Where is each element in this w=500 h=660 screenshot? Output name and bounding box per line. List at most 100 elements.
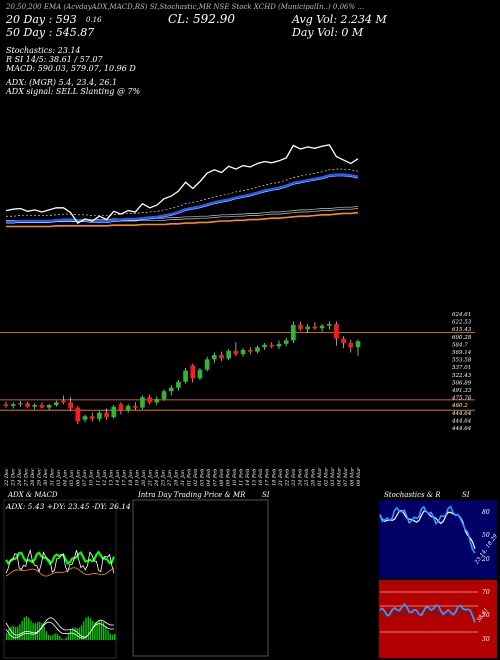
date-tick: 15 Feb [252, 469, 258, 486]
candle-body [197, 369, 203, 379]
candle-body [75, 407, 81, 422]
date-tick: 17 Jan [121, 470, 127, 486]
candle-body [118, 404, 124, 411]
intraday-title: Intra Day Trading Price & MR [138, 491, 246, 499]
candle [53, 400, 59, 407]
date-axis: 22 Dec 23 Dec 24 Dec 27 Dec 28 Dec 29 Dec 30 D… [4, 467, 362, 487]
minus-di-line [5, 548, 115, 574]
candle-body [97, 412, 102, 419]
candle-body [204, 359, 210, 370]
candle-body [140, 397, 145, 408]
candle [233, 342, 239, 356]
macd-bar [63, 639, 65, 640]
macd-signal-line [5, 621, 115, 639]
price-tick: 600.28 [452, 335, 472, 341]
date-tick: 10 Jan [89, 470, 95, 486]
macd-bar [56, 633, 59, 640]
intraday-panel [132, 499, 269, 657]
candle [82, 414, 88, 423]
date-tick: 29 Dec [37, 468, 43, 487]
candle [319, 324, 325, 332]
candle [39, 402, 45, 409]
ema20-tail: 0.16 [86, 16, 102, 24]
candle-body [111, 406, 117, 418]
date-tick: 24 Dec [17, 468, 23, 487]
date-tick: 05 Jan [69, 470, 75, 486]
candle-body [219, 355, 224, 359]
macd-bar [30, 620, 32, 640]
candle [312, 322, 318, 331]
candle-body [326, 324, 332, 326]
date-tick: 25 Jan [160, 470, 166, 487]
ema20-readout: 20 Day : 593 [6, 13, 77, 26]
candle [132, 402, 138, 411]
macd-bar [65, 637, 67, 640]
date-tick: 03 Jan [56, 470, 62, 486]
candle [247, 347, 253, 355]
macd-bar [94, 622, 96, 640]
candle-body [183, 370, 188, 382]
rsi-readout: R SI 14/5: 38.61 / 57.07 [6, 55, 103, 64]
adx-line [5, 567, 115, 577]
candle [348, 339, 354, 353]
candle-body [68, 402, 73, 409]
candle-body [341, 338, 346, 343]
candle [147, 394, 153, 405]
candle-body [240, 349, 246, 355]
candle-body [161, 391, 167, 399]
ema100-line-a [6, 208, 359, 223]
adx-panel-title: ADX & MACD [8, 491, 58, 499]
date-tick: 04 Jan [63, 470, 69, 486]
price-tick: 491.33 [451, 388, 472, 394]
candle [341, 336, 346, 349]
candle-body [255, 347, 260, 352]
date-tick: 03 Feb [200, 469, 206, 486]
candle-body [305, 326, 311, 330]
candle-body [89, 416, 95, 419]
candle [326, 321, 332, 330]
macd-bar [52, 634, 54, 640]
rsi-signal-line [379, 609, 476, 615]
date-tick: 21 Feb [278, 469, 284, 487]
candle-body [355, 341, 361, 348]
candle-body [226, 350, 232, 359]
macd-bar [19, 624, 21, 640]
price-tick: 584.7 [452, 342, 468, 348]
price-tick: 553.58 [452, 358, 472, 364]
plus-di-line [5, 550, 116, 566]
date-tick: 09 Feb [226, 469, 232, 486]
price-tick: 522.43 [452, 373, 472, 379]
macd-bar [105, 625, 107, 640]
rsi-line [379, 602, 476, 623]
macd-bar [87, 616, 89, 640]
macd-bar [8, 628, 10, 640]
macd-bar [85, 617, 87, 640]
macd-bar [36, 622, 39, 640]
adx-readout: ADX: (MGR) 5.4, 23.4, 26.1 [6, 78, 118, 87]
candle [334, 321, 339, 346]
date-tick: 03 Mar [330, 467, 336, 486]
candle-body [147, 397, 153, 403]
macd-bar [80, 625, 83, 640]
macd-bar [74, 627, 76, 640]
macd-bar [91, 620, 94, 640]
macd-bar [41, 623, 43, 640]
macd-bar [69, 629, 72, 640]
macd-bar [67, 633, 70, 640]
candle-body [53, 402, 59, 406]
macd-bar [28, 617, 30, 640]
stoch-si: SI [462, 491, 470, 499]
macd-bar [14, 626, 17, 640]
candle [125, 404, 131, 413]
candle [226, 349, 232, 361]
candle [32, 403, 38, 410]
date-tick: 11 Jan [95, 470, 101, 486]
macd-readout: MACD: 590.03, 579.07, 10.96 D [6, 64, 136, 73]
rsi-tick-50: 50 [482, 612, 490, 619]
macd-bar [23, 617, 26, 640]
date-tick: 31 Dec [50, 468, 56, 486]
candle [154, 396, 160, 406]
candle [283, 337, 289, 347]
header-strip: 20,50,200 EMA (AcvdayADX,MACD,RS) SI,Sto… [6, 3, 365, 11]
stoch-tick-50: 50 [482, 532, 490, 539]
